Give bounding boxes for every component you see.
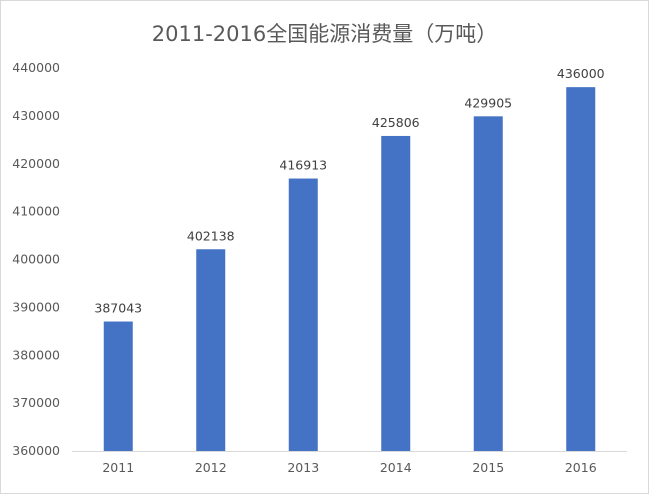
y-tick-label: 370000 xyxy=(12,395,60,410)
x-tick-label: 2016 xyxy=(565,460,597,475)
bar xyxy=(103,321,133,451)
x-tick-label: 2014 xyxy=(380,460,412,475)
bar xyxy=(196,249,226,451)
x-tick-label: 2015 xyxy=(472,460,504,475)
y-tick-label: 440000 xyxy=(12,60,60,75)
data-labels: 387043 402138 416913 425806 429905 436000 xyxy=(94,66,604,315)
chart-title: 2011-2016全国能源消费量（万吨） xyxy=(151,22,498,46)
x-tick-label: 2013 xyxy=(287,460,319,475)
x-axis: 2011 2012 2013 2014 2015 2016 xyxy=(72,451,627,475)
y-tick-label: 420000 xyxy=(12,156,60,171)
data-label: 416913 xyxy=(279,158,327,173)
y-tick-label: 400000 xyxy=(12,252,60,267)
y-tick-label: 360000 xyxy=(12,443,60,458)
y-tick-label: 380000 xyxy=(12,347,60,362)
bar xyxy=(473,116,503,452)
data-label: 429905 xyxy=(464,95,512,110)
data-label: 425806 xyxy=(372,115,420,130)
y-axis: 360000 370000 380000 390000 400000 410000 4200… xyxy=(12,60,60,458)
y-tick-label: 410000 xyxy=(12,204,60,219)
bar xyxy=(566,87,596,452)
x-tick-label: 2012 xyxy=(195,460,227,475)
data-label: 436000 xyxy=(557,66,605,81)
y-tick-label: 390000 xyxy=(12,299,60,314)
bars xyxy=(103,87,596,452)
bar xyxy=(381,135,411,451)
y-tick-label: 430000 xyxy=(12,108,60,123)
x-tick-label: 2011 xyxy=(102,460,134,475)
bar xyxy=(288,178,318,452)
data-label: 402138 xyxy=(187,228,235,243)
data-label: 387043 xyxy=(94,301,142,316)
